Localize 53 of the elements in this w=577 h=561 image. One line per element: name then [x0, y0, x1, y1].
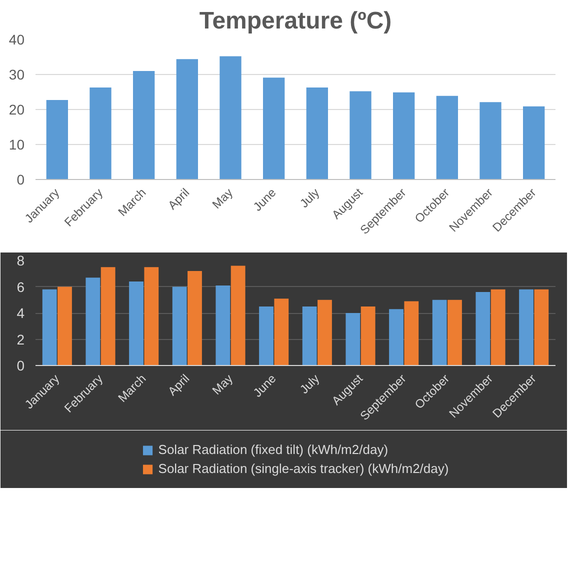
legend-label: Solar Radiation (fixed tilt) (kWh/m2/day)	[158, 442, 388, 457]
bar	[216, 285, 230, 366]
chart-title: Temperature (ºC)	[199, 8, 392, 34]
bar	[100, 267, 116, 366]
bar	[144, 267, 159, 366]
bar	[436, 96, 458, 180]
bar	[318, 300, 332, 366]
bar	[534, 289, 549, 366]
bar	[490, 289, 506, 366]
bar	[519, 289, 534, 366]
y-tick-label: 0	[16, 358, 25, 374]
bar	[523, 106, 545, 180]
y-tick-label: 8	[16, 252, 25, 268]
bar	[404, 301, 419, 366]
bar	[274, 298, 289, 366]
bar	[432, 300, 447, 366]
bar	[176, 59, 198, 180]
bar	[350, 91, 372, 180]
bar	[86, 278, 100, 366]
bar	[346, 313, 360, 366]
bar	[129, 282, 144, 366]
bar	[90, 87, 112, 180]
legend-label: Solar Radiation (single-axis tracker) (kWh/m2/day)	[158, 461, 449, 476]
bar	[58, 286, 72, 366]
y-tick-label: 4	[16, 305, 25, 321]
y-tick-label: 10	[8, 136, 25, 152]
bar	[389, 309, 404, 366]
y-tick-label: 30	[8, 66, 25, 82]
bar	[302, 306, 317, 366]
x-tick-label: May	[210, 372, 236, 398]
bar	[259, 306, 274, 366]
y-tick-label: 40	[8, 32, 25, 48]
bar	[360, 306, 376, 366]
x-tick-label: July	[297, 186, 322, 211]
y-tick-label: 2	[16, 331, 25, 348]
x-tick-label: July	[297, 372, 322, 397]
bar	[306, 87, 328, 180]
x-tick-label: May	[210, 186, 236, 212]
bar	[480, 102, 502, 180]
bar	[133, 71, 155, 180]
y-tick-label: 20	[8, 102, 25, 118]
bar	[220, 56, 242, 180]
bar	[393, 92, 415, 180]
bar	[172, 286, 187, 366]
bar	[476, 292, 490, 366]
bar	[263, 78, 285, 180]
bar	[42, 289, 57, 366]
bar	[46, 100, 68, 180]
bar	[448, 300, 462, 366]
bar	[230, 266, 246, 366]
y-tick-label: 0	[16, 172, 25, 188]
bar	[188, 271, 202, 366]
y-tick-label: 6	[16, 278, 25, 295]
